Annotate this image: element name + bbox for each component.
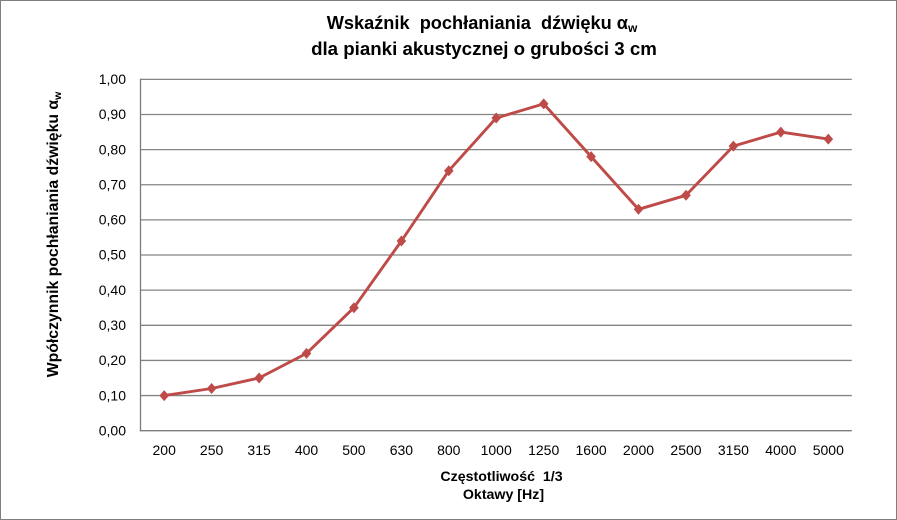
svg-text:250: 250 [200,442,224,458]
svg-text:1250: 1250 [528,442,559,458]
svg-text:1600: 1600 [576,442,607,458]
svg-text:0,50: 0,50 [99,247,126,263]
svg-text:800: 800 [437,442,461,458]
svg-text:Wpółczynnik pochłaniania dźwię: Wpółczynnik pochłaniania dźwięku αw [45,91,64,377]
svg-text:2000: 2000 [623,442,654,458]
svg-text:4000: 4000 [765,442,796,458]
svg-text:630: 630 [390,442,414,458]
svg-text:500: 500 [342,442,366,458]
svg-text:2500: 2500 [670,442,701,458]
svg-text:0,40: 0,40 [99,282,126,298]
svg-text:Oktawy [Hz]: Oktawy [Hz] [463,487,544,503]
svg-text:315: 315 [247,442,271,458]
svg-text:1,00: 1,00 [99,71,126,87]
svg-text:200: 200 [153,442,177,458]
svg-text:0,10: 0,10 [99,387,126,403]
svg-text:0,70: 0,70 [99,177,126,193]
svg-text:Wskaźnik pochłaniania dźwięk: Wskaźnik pochłaniania dźwięku αw [327,13,638,35]
svg-text:0,20: 0,20 [99,352,126,368]
svg-text:0,30: 0,30 [99,317,126,333]
svg-text:0,90: 0,90 [99,106,126,122]
svg-text:0,60: 0,60 [99,212,126,228]
svg-text:dla pianki akustycznej o grubo: dla pianki akustycznej o grubości 3 cm [311,38,657,59]
svg-text:0,00: 0,00 [99,422,126,438]
svg-text:5000: 5000 [813,442,844,458]
svg-text:400: 400 [295,442,319,458]
svg-text:1000: 1000 [481,442,512,458]
svg-text:0,80: 0,80 [99,141,126,157]
svg-text:3150: 3150 [718,442,749,458]
svg-text:Częstotliwość 1/3: Częstotliwość 1/3 [440,469,562,485]
